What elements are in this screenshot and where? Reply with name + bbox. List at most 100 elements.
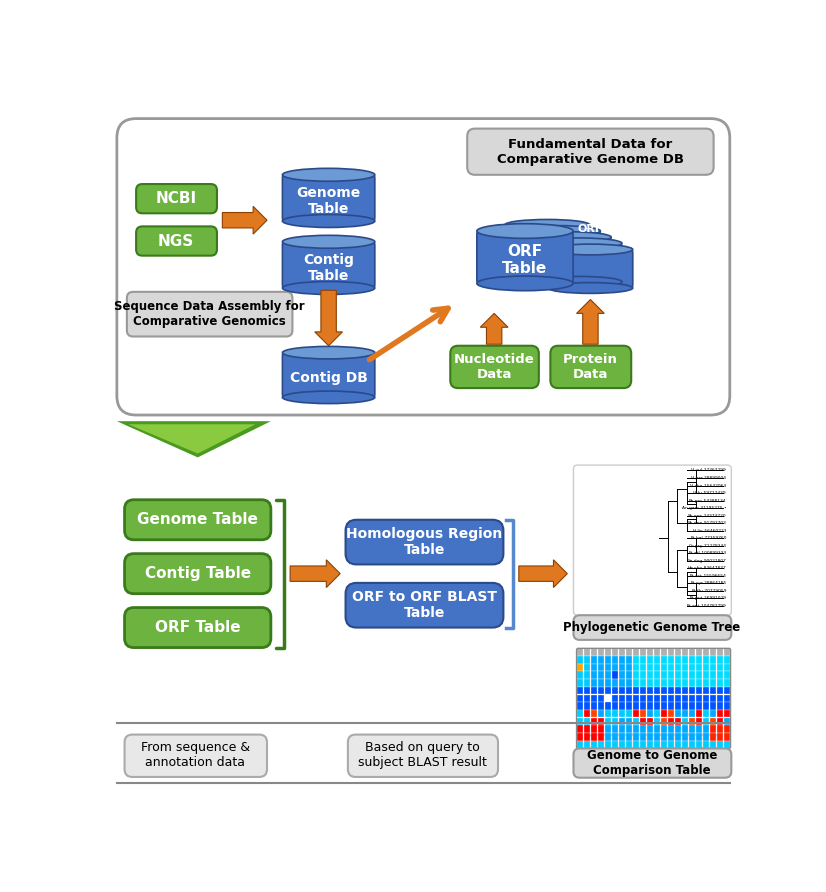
FancyBboxPatch shape [647, 679, 653, 687]
FancyBboxPatch shape [724, 687, 730, 694]
FancyBboxPatch shape [681, 679, 688, 687]
FancyBboxPatch shape [681, 718, 688, 725]
FancyBboxPatch shape [605, 656, 611, 664]
FancyBboxPatch shape [526, 237, 611, 276]
FancyBboxPatch shape [675, 733, 681, 740]
FancyBboxPatch shape [703, 656, 710, 664]
FancyBboxPatch shape [675, 725, 681, 733]
FancyBboxPatch shape [717, 702, 724, 710]
FancyBboxPatch shape [597, 656, 605, 664]
FancyBboxPatch shape [689, 679, 695, 687]
FancyBboxPatch shape [667, 672, 674, 679]
FancyBboxPatch shape [675, 648, 681, 656]
Text: Protein
Data: Protein Data [563, 352, 618, 381]
Text: Vi.vul-27363299: Vi.vul-27363299 [691, 468, 727, 473]
Ellipse shape [548, 283, 633, 293]
FancyBboxPatch shape [591, 656, 597, 664]
FancyBboxPatch shape [619, 733, 625, 740]
FancyBboxPatch shape [591, 664, 597, 671]
Text: From sequence &
annotation data: From sequence & annotation data [141, 741, 250, 770]
FancyBboxPatch shape [647, 695, 653, 702]
FancyBboxPatch shape [689, 656, 695, 664]
Polygon shape [116, 421, 271, 458]
Text: Fundamental Data for
Comparative Genome DB: Fundamental Data for Comparative Genome … [497, 137, 684, 166]
FancyBboxPatch shape [661, 656, 667, 664]
Text: Ph.pro-54388134: Ph.pro-54388134 [689, 499, 727, 502]
FancyBboxPatch shape [661, 672, 667, 679]
Ellipse shape [282, 169, 375, 181]
FancyBboxPatch shape [633, 664, 639, 671]
FancyBboxPatch shape [591, 725, 597, 733]
Ellipse shape [282, 235, 375, 248]
FancyBboxPatch shape [724, 710, 730, 717]
Text: Ps.flu-70729059: Ps.flu-70729059 [691, 589, 727, 593]
FancyBboxPatch shape [647, 733, 653, 740]
FancyBboxPatch shape [125, 735, 267, 777]
Text: NCBI: NCBI [155, 191, 197, 206]
FancyBboxPatch shape [717, 740, 724, 748]
FancyBboxPatch shape [675, 702, 681, 710]
FancyBboxPatch shape [675, 718, 681, 725]
FancyBboxPatch shape [695, 733, 702, 740]
FancyBboxPatch shape [282, 175, 375, 221]
Text: Vi.fu-59712439: Vi.fu-59712439 [693, 491, 727, 495]
FancyBboxPatch shape [633, 710, 639, 717]
FancyBboxPatch shape [591, 695, 597, 702]
FancyBboxPatch shape [597, 679, 605, 687]
FancyBboxPatch shape [717, 656, 724, 664]
FancyBboxPatch shape [724, 695, 730, 702]
Text: Vi.cho-15642064: Vi.cho-15642064 [690, 483, 727, 488]
FancyBboxPatch shape [695, 695, 702, 702]
Text: Vi.par-28899004: Vi.par-28899004 [691, 476, 727, 480]
FancyBboxPatch shape [667, 664, 674, 671]
FancyBboxPatch shape [667, 725, 674, 733]
FancyBboxPatch shape [597, 740, 605, 748]
FancyBboxPatch shape [710, 679, 716, 687]
Text: Co.psy-71278344: Co.psy-71278344 [689, 544, 727, 548]
Text: Contig Table: Contig Table [145, 566, 251, 582]
FancyBboxPatch shape [577, 695, 583, 702]
FancyBboxPatch shape [583, 702, 591, 710]
FancyBboxPatch shape [710, 695, 716, 702]
FancyBboxPatch shape [583, 656, 591, 664]
FancyBboxPatch shape [583, 672, 591, 679]
FancyBboxPatch shape [661, 733, 667, 740]
FancyBboxPatch shape [667, 718, 674, 725]
FancyBboxPatch shape [647, 710, 653, 717]
FancyBboxPatch shape [653, 702, 660, 710]
Ellipse shape [537, 277, 622, 287]
FancyBboxPatch shape [597, 664, 605, 671]
FancyBboxPatch shape [724, 672, 730, 679]
FancyBboxPatch shape [653, 648, 660, 656]
Text: Genome Table: Genome Table [137, 512, 259, 527]
FancyBboxPatch shape [647, 725, 653, 733]
FancyBboxPatch shape [667, 740, 674, 748]
FancyBboxPatch shape [597, 687, 605, 694]
FancyBboxPatch shape [639, 733, 646, 740]
FancyBboxPatch shape [710, 656, 716, 664]
FancyBboxPatch shape [689, 695, 695, 702]
FancyBboxPatch shape [125, 607, 271, 648]
FancyBboxPatch shape [619, 718, 625, 725]
FancyBboxPatch shape [695, 672, 702, 679]
FancyBboxPatch shape [548, 250, 633, 288]
FancyBboxPatch shape [710, 687, 716, 694]
FancyBboxPatch shape [667, 733, 674, 740]
FancyBboxPatch shape [710, 664, 716, 671]
FancyBboxPatch shape [597, 733, 605, 740]
Text: Ps.atl-100899333: Ps.atl-100899333 [689, 551, 727, 556]
FancyBboxPatch shape [611, 687, 619, 694]
FancyBboxPatch shape [116, 119, 730, 415]
FancyBboxPatch shape [661, 718, 667, 725]
Text: Sequence Data Assembly for
Comparative Genomics: Sequence Data Assembly for Comparative G… [114, 301, 305, 328]
FancyBboxPatch shape [689, 718, 695, 725]
FancyBboxPatch shape [675, 710, 681, 717]
FancyBboxPatch shape [591, 718, 597, 725]
FancyBboxPatch shape [583, 733, 591, 740]
FancyBboxPatch shape [661, 725, 667, 733]
Text: Ps.hal-77359760: Ps.hal-77359760 [691, 536, 727, 541]
FancyBboxPatch shape [675, 740, 681, 748]
FancyBboxPatch shape [675, 656, 681, 664]
FancyBboxPatch shape [695, 687, 702, 694]
FancyBboxPatch shape [577, 679, 583, 687]
